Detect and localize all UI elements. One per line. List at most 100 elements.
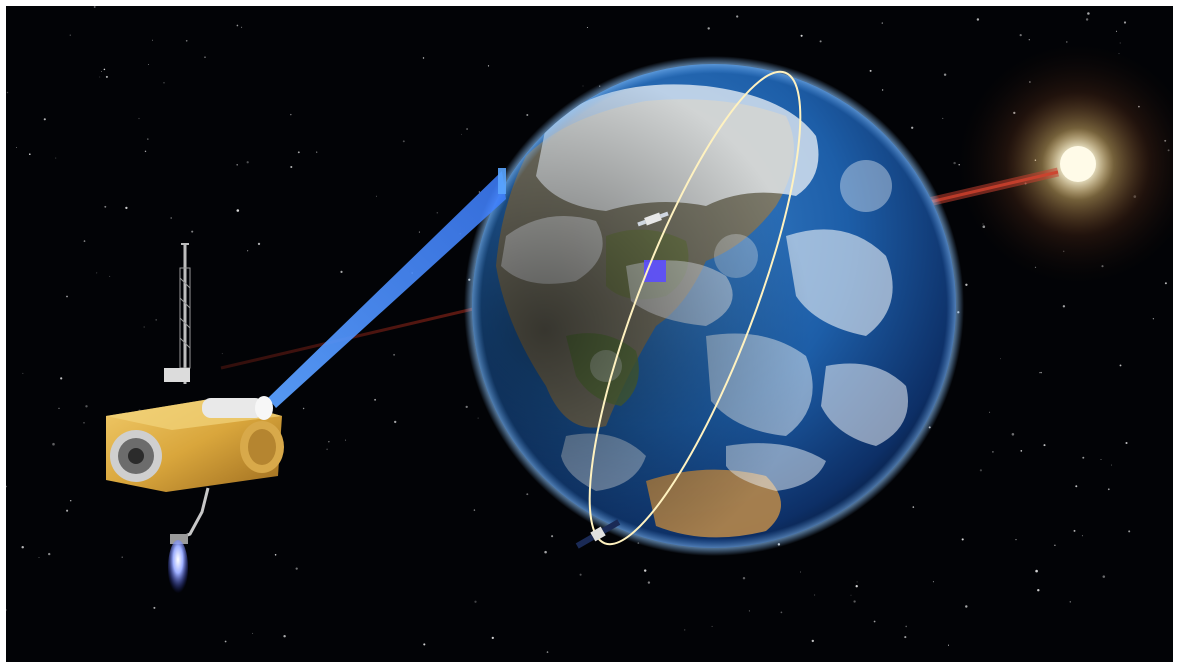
star <box>170 217 173 219</box>
star <box>103 68 106 71</box>
sensor-beam <box>268 171 506 408</box>
star <box>1085 18 1089 21</box>
star <box>819 40 822 43</box>
star <box>121 556 123 558</box>
star <box>582 85 584 87</box>
star <box>850 594 852 596</box>
star <box>43 118 46 121</box>
star <box>965 283 968 286</box>
star <box>152 39 153 41</box>
star <box>1119 42 1121 44</box>
star <box>297 151 300 154</box>
star <box>478 191 481 193</box>
star <box>551 535 554 538</box>
star <box>290 113 292 116</box>
star <box>93 6 96 8</box>
star <box>302 407 305 410</box>
star <box>1069 601 1072 603</box>
star <box>1039 372 1041 374</box>
star <box>1164 282 1167 285</box>
star <box>911 126 914 129</box>
star <box>1073 529 1076 532</box>
star <box>236 164 238 166</box>
star <box>252 632 254 634</box>
star <box>66 509 69 512</box>
star <box>742 576 746 580</box>
space-scene <box>6 6 1173 662</box>
star <box>961 538 964 541</box>
star <box>55 157 57 159</box>
star <box>144 150 147 153</box>
star <box>418 231 420 233</box>
star <box>943 73 947 76</box>
star <box>461 133 462 135</box>
star <box>143 326 145 328</box>
star <box>69 499 72 502</box>
star <box>711 625 713 627</box>
star <box>487 65 490 67</box>
star <box>6 91 9 94</box>
star <box>109 275 111 277</box>
star <box>48 552 51 556</box>
star <box>125 206 128 210</box>
star <box>466 128 469 130</box>
star <box>257 242 261 246</box>
star <box>38 557 40 558</box>
star <box>1000 358 1001 360</box>
video-frame <box>6 6 1173 662</box>
star <box>393 353 396 356</box>
star <box>953 161 956 165</box>
small-satellite-over-land <box>637 211 669 227</box>
star <box>1019 34 1022 37</box>
star <box>465 405 468 409</box>
star <box>52 442 55 446</box>
star <box>1123 21 1127 24</box>
star <box>546 651 549 653</box>
star <box>423 643 426 646</box>
star <box>422 57 425 59</box>
star <box>283 634 286 638</box>
star <box>942 117 944 119</box>
star <box>526 114 529 116</box>
star <box>1028 39 1030 41</box>
thruster-plume <box>168 540 188 596</box>
star <box>991 450 994 453</box>
star <box>643 569 647 572</box>
star <box>96 272 98 274</box>
star <box>989 411 991 413</box>
star <box>138 117 140 120</box>
star <box>241 26 243 28</box>
star <box>83 422 85 424</box>
star <box>853 600 856 603</box>
star <box>328 441 330 443</box>
main-satellite <box>106 243 284 596</box>
star <box>1107 488 1110 491</box>
star <box>1119 364 1122 367</box>
star <box>394 420 397 424</box>
star <box>155 319 158 321</box>
star <box>477 417 479 419</box>
star <box>748 610 750 612</box>
star <box>1035 569 1038 573</box>
star <box>1037 589 1040 592</box>
star <box>290 165 293 169</box>
star <box>148 64 150 65</box>
star <box>66 295 68 298</box>
star <box>1100 458 1102 461</box>
star <box>246 161 249 164</box>
star <box>1152 318 1155 320</box>
star <box>800 34 803 37</box>
star <box>28 153 31 156</box>
star <box>474 600 477 603</box>
star <box>295 567 298 570</box>
star <box>881 89 884 91</box>
small-satellite-on-orbit <box>575 519 621 549</box>
star <box>780 611 783 614</box>
star <box>221 353 223 355</box>
star <box>185 39 188 42</box>
star <box>436 212 439 214</box>
star <box>1082 456 1085 459</box>
star <box>684 629 686 631</box>
star <box>326 448 328 451</box>
star <box>375 195 377 197</box>
